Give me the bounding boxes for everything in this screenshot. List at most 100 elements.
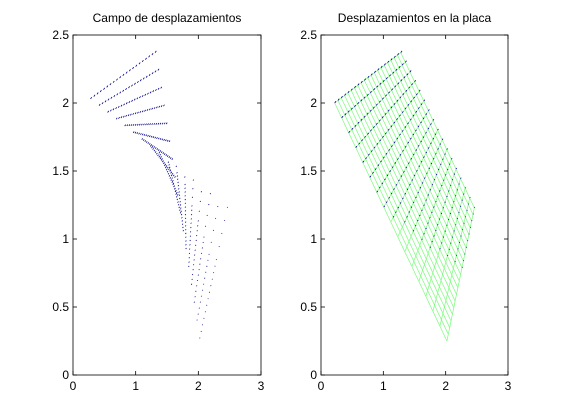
arrow-mark (376, 142, 379, 145)
arrow-mark (201, 324, 204, 326)
arrow-mark (184, 217, 187, 220)
arrow-mark (439, 190, 441, 192)
arrow-mark (420, 140, 422, 143)
arrow-mark (155, 106, 158, 109)
arrow-mark (140, 123, 143, 126)
arrow-mark (202, 241, 204, 244)
arrow-mark (184, 176, 186, 178)
arrow-mark (168, 168, 170, 171)
arrow-mark (440, 212, 443, 215)
arrow-mark (373, 126, 375, 129)
arrow-mark (360, 80, 363, 84)
arrow-mark (149, 123, 151, 126)
arrow-mark (418, 107, 420, 110)
arrow-mark (177, 184, 180, 187)
arrow-mark (192, 179, 195, 181)
arrow-mark (415, 110, 418, 113)
arrow-mark (191, 205, 193, 207)
arrow-mark (135, 64, 138, 67)
arrow-mark (184, 198, 186, 201)
arrow-mark (406, 73, 409, 76)
arrow-mark (138, 132, 140, 135)
arrow-mark (167, 161, 170, 164)
arrow-mark (435, 229, 437, 232)
arrow-mark (184, 213, 187, 216)
arrow-mark (451, 236, 454, 238)
arrow-mark (412, 114, 415, 117)
arrow-mark (387, 60, 390, 63)
arrow-mark (394, 162, 397, 164)
arrow-mark (415, 129, 417, 132)
arrow-mark (196, 230, 198, 232)
arrow-mark (184, 191, 186, 193)
arrow-mark (404, 220, 406, 223)
arrow-mark (128, 69, 131, 72)
arrow-mark (212, 229, 215, 232)
arrow-mark (170, 179, 173, 181)
arrow-mark (156, 137, 158, 140)
arrow-mark (160, 105, 163, 108)
arrow-mark (423, 233, 425, 235)
arrow-mark (410, 100, 413, 103)
arrow-mark (134, 123, 137, 126)
arrow-mark (171, 177, 173, 179)
arrow-mark (458, 183, 460, 185)
arrow-mark (420, 103, 423, 106)
arrow-mark (425, 131, 427, 134)
arrow-mark (364, 78, 367, 81)
arrow-mark (188, 257, 190, 259)
arrow-mark (188, 261, 190, 263)
arrow-mark (98, 103, 101, 106)
arrow-mark (449, 163, 451, 165)
arrow-mark (144, 140, 147, 142)
arrow-mark (185, 247, 187, 250)
arrow-mark (388, 91, 391, 94)
arrow-mark (177, 203, 180, 206)
arrow-mark (439, 248, 441, 250)
arrow-mark (139, 110, 142, 114)
arrow-mark (397, 206, 400, 209)
arrow-mark (376, 85, 379, 88)
arrow-mark (150, 144, 153, 146)
arrow-mark (172, 183, 174, 186)
arrow-mark (163, 138, 165, 141)
arrow-mark (151, 52, 154, 56)
arrow-mark (451, 157, 453, 160)
arrow-mark (434, 133, 437, 136)
arrow-mark (464, 216, 467, 218)
arrow-mark (350, 107, 353, 110)
arrow-mark (373, 146, 376, 149)
arrow-mark (420, 160, 423, 163)
x-tick-label: 0 (70, 379, 77, 393)
arrow-mark (402, 149, 404, 152)
arrow-mark (211, 278, 213, 280)
arrow-mark (200, 258, 202, 260)
arrow-mark (181, 223, 184, 226)
arrow-mark (195, 290, 197, 292)
arrow-mark (157, 122, 160, 125)
arrow-mark (421, 209, 423, 212)
arrow-mark (173, 185, 175, 188)
arrow-mark (189, 231, 192, 233)
arrow-mark (389, 170, 391, 173)
arrow-mark (396, 99, 399, 102)
arrow-mark (195, 239, 197, 242)
arrow-mark (448, 218, 450, 221)
arrow-mark (429, 189, 432, 191)
arrow-mark (376, 190, 379, 193)
arrow-mark (362, 160, 365, 163)
arrow-mark (415, 149, 418, 152)
arrow-mark (154, 151, 157, 153)
arrow-mark (389, 74, 391, 77)
arrow-mark (169, 177, 172, 179)
arrow-mark (160, 86, 163, 89)
arrow-mark (148, 108, 151, 111)
arrow-mark (382, 97, 384, 100)
arrow-mark (148, 135, 151, 138)
arrow-mark (161, 138, 164, 141)
arrow-mark (423, 204, 425, 207)
arrow-mark (201, 289, 204, 291)
arrow-mark (447, 168, 449, 171)
arrow-mark (188, 252, 191, 255)
